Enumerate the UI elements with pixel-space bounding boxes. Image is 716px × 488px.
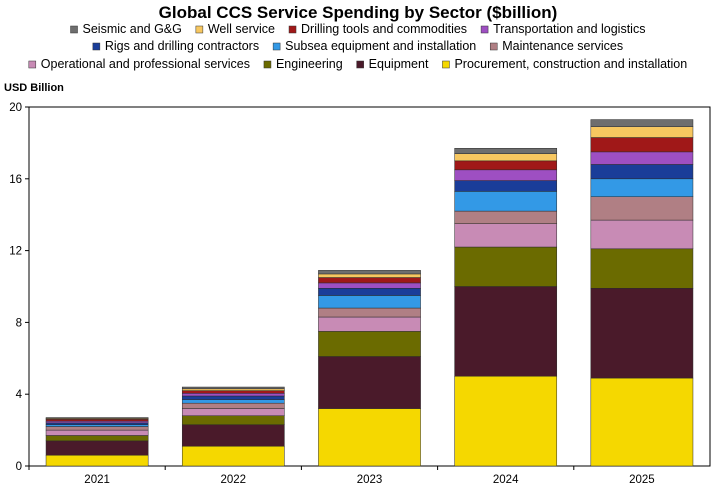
bar-segment <box>454 210 558 224</box>
x-tick-label: 2023 <box>357 474 383 486</box>
bar-segment <box>454 153 558 162</box>
bar-segment <box>454 191 558 212</box>
legend-label: Drilling tools and commodities <box>301 22 467 36</box>
bar-segment <box>45 424 149 427</box>
bar-segment <box>181 388 285 391</box>
bar-segment <box>318 277 421 284</box>
y-tick-label: 8 <box>16 317 22 329</box>
y-tick-label: 4 <box>16 389 23 401</box>
legend-swatch <box>263 60 272 69</box>
legend-swatch <box>195 25 204 34</box>
legend-label: Equipment <box>369 57 429 71</box>
bar-segment <box>454 148 558 154</box>
x-tick-label: 2021 <box>84 474 110 486</box>
bar-segment <box>181 408 285 416</box>
bar-segment <box>318 288 421 296</box>
plot-area: 0 4 8 12 16 20 2021 2022 2023 2024 2025 <box>9 102 711 486</box>
y-tick-label: 16 <box>9 174 22 186</box>
legend-swatch <box>489 42 498 51</box>
bar-segment <box>454 223 558 248</box>
bar-segment <box>590 248 694 289</box>
legend-label: Engineering <box>276 57 343 71</box>
legend-label: Subsea equipment and installation <box>285 39 476 53</box>
bar-segment <box>590 151 694 165</box>
bar-segment <box>181 446 285 467</box>
bar-segment <box>318 307 421 318</box>
bar-segment <box>454 286 558 377</box>
bar-segment <box>181 395 285 400</box>
legend-label: Well service <box>208 22 275 36</box>
legend-swatch <box>356 60 364 69</box>
bar-segment <box>45 440 149 456</box>
bar-segment <box>181 393 285 397</box>
bar-segment <box>590 377 694 467</box>
legend-swatch <box>272 42 281 51</box>
bar-segment <box>318 331 421 357</box>
legend-label: Maintenance services <box>502 39 623 53</box>
bar-segment <box>318 273 421 278</box>
bar-segment <box>181 402 285 409</box>
bar-segment <box>45 426 149 431</box>
bar-segment <box>45 417 149 419</box>
bar-segment <box>181 415 285 425</box>
bar-segment <box>454 246 558 287</box>
bar-segment <box>45 435 149 442</box>
legend-label: Operational and professional services <box>41 57 250 71</box>
legend-label: Transportation and logistics <box>493 22 645 36</box>
bar-segment <box>318 356 421 409</box>
bar-segment <box>318 295 421 309</box>
bar-segment <box>181 399 285 404</box>
x-tick-label: 2024 <box>493 474 519 486</box>
bar-segment <box>318 316 421 332</box>
bar-segment <box>45 429 149 436</box>
bar-segment <box>590 178 694 198</box>
chart-title: Global CCS Service Spending by Sector ($… <box>159 3 558 22</box>
x-tick-label: 2025 <box>629 474 655 486</box>
bar-segment <box>181 424 285 447</box>
legend-swatch <box>70 25 78 34</box>
bar-segment <box>454 160 558 171</box>
y-tick-label: 0 <box>16 461 22 473</box>
bar-segment <box>45 454 149 467</box>
x-tick-label: 2022 <box>221 474 247 486</box>
bar-segment <box>590 119 694 127</box>
bar-segment <box>45 420 149 424</box>
bar-segment <box>590 164 694 180</box>
bar-segment <box>181 386 285 390</box>
legend: Seismic and G&G Well service Drilling tool… <box>28 22 687 71</box>
bar-segment <box>590 137 694 153</box>
legend-swatch <box>480 25 489 34</box>
bar-segment <box>181 390 285 394</box>
legend-swatch <box>28 60 37 69</box>
bar-segment <box>590 219 694 250</box>
legend-swatch <box>92 42 101 51</box>
bar-segment <box>590 126 694 138</box>
legend-label: Procurement, construction and installati… <box>454 57 687 71</box>
legend-swatch <box>442 60 450 69</box>
legend-label: Rigs and drilling contractors <box>105 39 259 53</box>
y-tick-label: 20 <box>9 102 22 114</box>
bar-segment <box>45 419 149 422</box>
bar-segment <box>454 180 558 192</box>
y-axis-label: USD Billion <box>4 82 64 94</box>
bar-segment <box>318 282 421 289</box>
bar-segment <box>45 422 149 425</box>
legend-swatch <box>288 25 297 34</box>
bar-segment <box>318 270 421 275</box>
bar-segment <box>454 376 558 467</box>
bar-segment <box>590 288 694 379</box>
legend-label: Seismic and G&G <box>83 22 182 36</box>
y-tick-label: 12 <box>9 246 22 258</box>
bar-segment <box>590 196 694 221</box>
bar-segment <box>454 169 558 181</box>
bar-segment <box>318 408 421 467</box>
